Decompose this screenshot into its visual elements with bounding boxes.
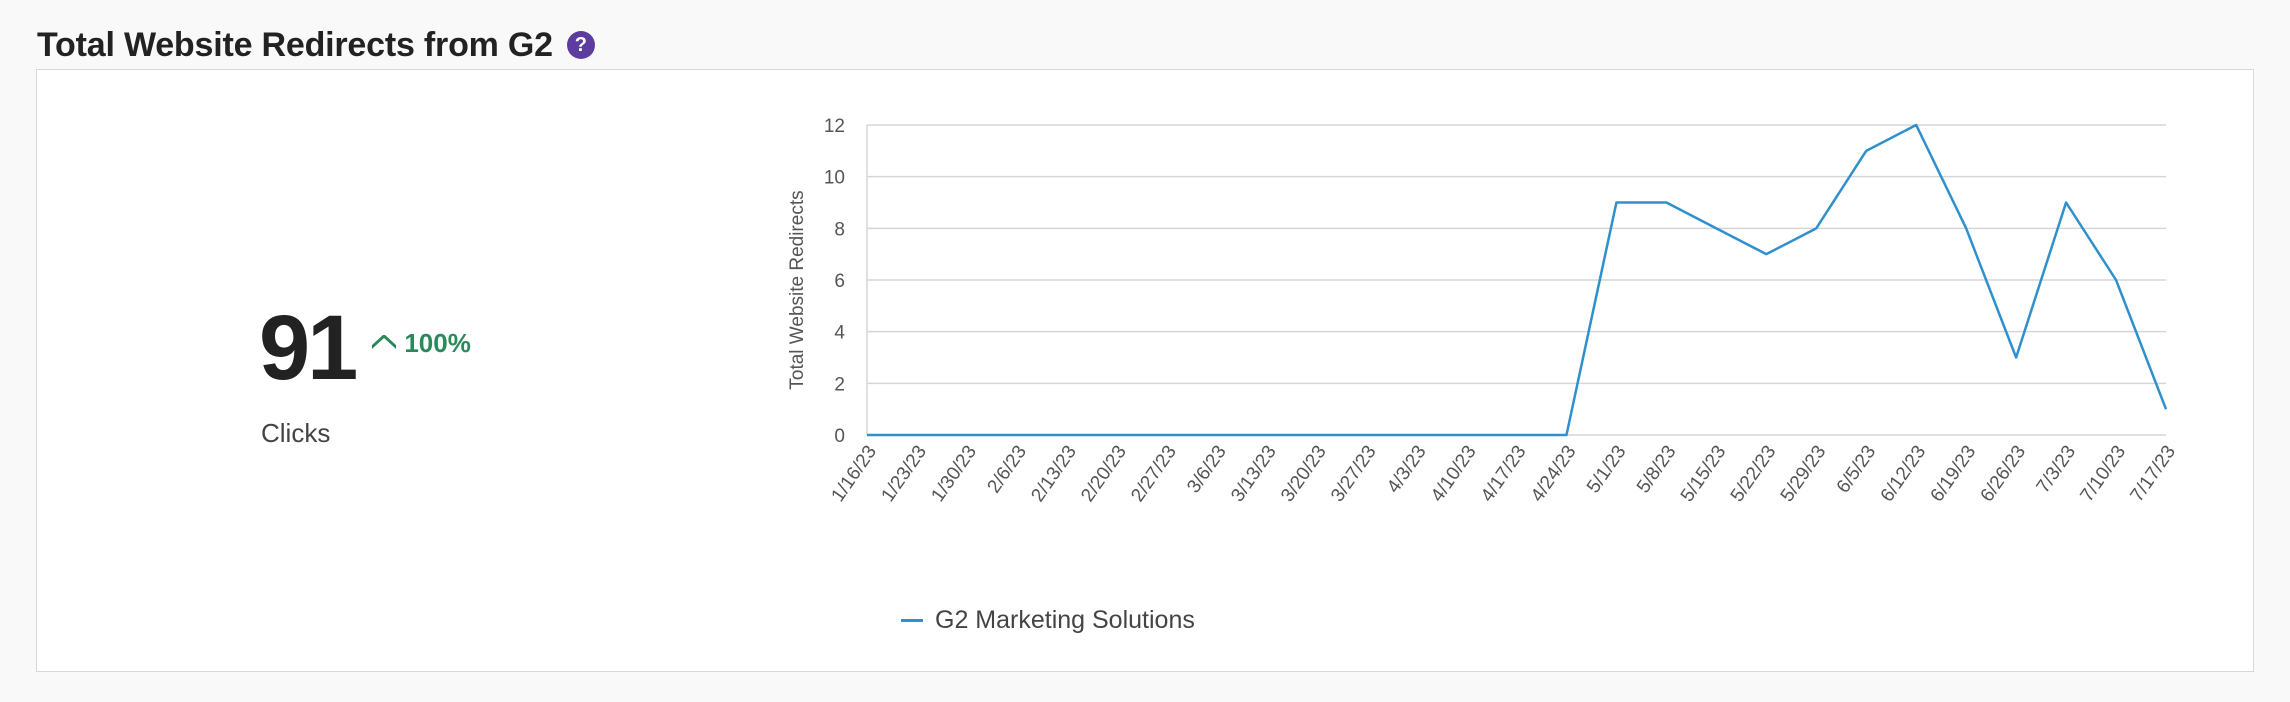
data-point[interactable] xyxy=(1760,248,1772,260)
x-tick-label: 2/20/23 xyxy=(1077,442,1131,506)
grid-lines xyxy=(866,124,2166,436)
kpi-value: 91 xyxy=(259,297,358,399)
x-tick-label: 4/10/23 xyxy=(1427,442,1481,506)
x-tick-label: 5/1/23 xyxy=(1583,442,1631,497)
x-tick-label: 4/24/23 xyxy=(1527,442,1581,506)
legend-label: G2 Marketing Solutions xyxy=(935,606,1195,634)
data-point[interactable] xyxy=(861,429,873,441)
y-tick-label: 10 xyxy=(824,168,845,189)
data-point[interactable] xyxy=(1610,197,1622,209)
kpi-summary: 91 100% Clicks xyxy=(259,302,471,449)
data-point[interactable] xyxy=(1660,197,1672,209)
y-tick-label: 0 xyxy=(834,426,845,447)
x-tick-label: 4/17/23 xyxy=(1477,442,1531,506)
x-tick-label: 2/13/23 xyxy=(1027,442,1081,506)
x-tick-label: 4/3/23 xyxy=(1383,442,1431,497)
data-point[interactable] xyxy=(1560,429,1572,441)
y-tick-label: 2 xyxy=(834,374,845,395)
x-tick-label: 2/27/23 xyxy=(1127,442,1181,506)
data-point[interactable] xyxy=(1211,429,1223,441)
data-point[interactable] xyxy=(1710,222,1722,234)
x-tick-label: 6/26/23 xyxy=(1977,442,2031,506)
chart-card: 91 100% Clicks 0 2 4 6 8 10 12 1/16/23 1/23/23 1… xyxy=(36,69,2254,672)
data-point[interactable] xyxy=(911,429,923,441)
legend-swatch xyxy=(901,619,923,622)
kpi-label: Clicks xyxy=(261,418,331,448)
data-point[interactable] xyxy=(961,429,973,441)
data-point[interactable] xyxy=(1361,429,1373,441)
x-tick-label: 1/30/23 xyxy=(927,442,981,506)
trend-percent: 100% xyxy=(404,327,471,358)
chart-legend[interactable]: G2 Marketing Solutions xyxy=(901,606,1195,635)
x-tick-label: 7/17/23 xyxy=(2127,442,2181,506)
y-tick-label: 4 xyxy=(834,323,845,344)
trend-indicator: 100% xyxy=(371,328,471,359)
x-axis-ticks: 1/16/231/23/231/30/23 2/6/232/13/232/20/2… xyxy=(828,442,2181,506)
data-point[interactable] xyxy=(1061,429,1073,441)
x-tick-label: 5/8/23 xyxy=(1633,442,1681,497)
data-point[interactable] xyxy=(1960,222,1972,234)
page-title: Total Website Redirects from G2 xyxy=(37,25,553,64)
data-point[interactable] xyxy=(1810,222,1822,234)
y-axis-ticks: 0 2 4 6 8 10 12 xyxy=(824,116,846,447)
data-point[interactable] xyxy=(1161,429,1173,441)
question-mark-icon[interactable]: ? xyxy=(566,31,595,59)
x-tick-label: 5/29/23 xyxy=(1777,442,1831,506)
x-tick-label: 3/13/23 xyxy=(1227,442,1281,506)
y-tick-label: 8 xyxy=(834,219,845,240)
data-point[interactable] xyxy=(1461,429,1473,441)
data-point[interactable] xyxy=(1111,429,1123,441)
data-point[interactable] xyxy=(1311,429,1323,441)
x-tick-label: 2/6/23 xyxy=(983,442,1031,497)
data-point[interactable] xyxy=(1411,429,1423,441)
data-point[interactable] xyxy=(2160,403,2172,415)
x-tick-label: 7/3/23 xyxy=(2033,442,2081,497)
data-point[interactable] xyxy=(2010,352,2022,364)
data-point[interactable] xyxy=(1860,145,1872,157)
x-tick-label: 6/5/23 xyxy=(1833,442,1881,497)
x-tick-label: 5/15/23 xyxy=(1677,442,1731,506)
data-point[interactable] xyxy=(1511,429,1523,441)
section-header: Total Website Redirects from G2 ? xyxy=(37,20,595,70)
data-point[interactable] xyxy=(1261,429,1273,441)
line-chart: 0 2 4 6 8 10 12 1/16/231/23/231/30/23 2/6/232/1… xyxy=(787,116,2181,506)
x-tick-label: 3/6/23 xyxy=(1183,442,1231,497)
x-tick-label: 5/22/23 xyxy=(1727,442,1781,506)
y-axis-label: Total Website Redirects xyxy=(787,190,808,389)
x-tick-label: 6/12/23 xyxy=(1877,442,1931,506)
x-tick-label: 3/27/23 xyxy=(1327,442,1381,506)
data-point[interactable] xyxy=(1011,429,1023,441)
x-tick-label: 1/23/23 xyxy=(877,442,931,506)
chevron-up-icon xyxy=(372,335,397,349)
data-point[interactable] xyxy=(2110,274,2122,286)
data-point[interactable] xyxy=(1910,119,1922,131)
y-tick-label: 12 xyxy=(824,116,845,137)
x-tick-label: 3/20/23 xyxy=(1277,442,1331,506)
x-tick-label: 1/16/23 xyxy=(828,442,882,506)
series-group xyxy=(861,119,2172,441)
y-tick-label: 6 xyxy=(834,271,845,292)
data-point[interactable] xyxy=(2060,197,2072,209)
x-tick-label: 6/19/23 xyxy=(1927,442,1981,506)
x-tick-label: 7/10/23 xyxy=(2077,442,2131,506)
series-line[interactable] xyxy=(867,123,2168,437)
